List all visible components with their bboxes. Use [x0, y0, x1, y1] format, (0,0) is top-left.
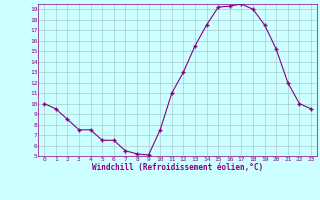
X-axis label: Windchill (Refroidissement éolien,°C): Windchill (Refroidissement éolien,°C): [92, 163, 263, 172]
